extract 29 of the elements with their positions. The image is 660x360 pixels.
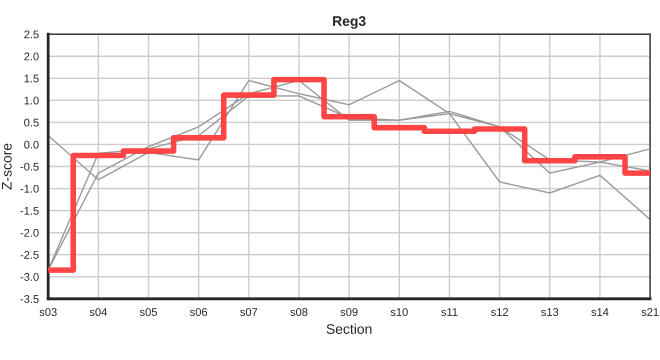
x-tick-label: s21 — [641, 308, 659, 316]
y-tick-label: -2.0 — [20, 228, 39, 237]
y-axis-title: Z-score — [2, 144, 12, 190]
y-tick-label: -3.0 — [20, 273, 39, 281]
x-tick-label: s05 — [140, 308, 157, 316]
x-tick-label: s12 — [490, 308, 508, 316]
y-tick-label: -1.5 — [20, 206, 39, 215]
y-tick-label: -0.5 — [20, 162, 39, 171]
y-tick-label: -3.5 — [20, 295, 39, 303]
chart-title: Reg3 — [333, 16, 366, 29]
y-tick-label: 0.5 — [24, 118, 39, 127]
y-tick-label: -1.0 — [20, 184, 39, 193]
x-tick-label: s07 — [240, 308, 258, 316]
x-tick-label: s14 — [591, 308, 609, 316]
y-tick-label: 0.0 — [24, 140, 39, 149]
x-tick-label: s13 — [541, 308, 558, 316]
x-axis-title: Section — [326, 324, 372, 334]
x-tick-label: s03 — [40, 308, 57, 316]
y-tick-label: 2.0 — [24, 52, 39, 60]
x-tick-label: s10 — [390, 308, 408, 316]
x-tick-label: s06 — [190, 308, 208, 316]
x-tick-label: s04 — [90, 308, 107, 316]
x-tick-label: s11 — [441, 308, 458, 316]
y-tick-label: 1.5 — [24, 74, 39, 82]
y-tick-label: -2.5 — [20, 250, 39, 259]
y-tick-label: 1.0 — [24, 96, 39, 104]
y-tick-label: 2.5 — [24, 30, 39, 38]
x-tick-label: s08 — [290, 308, 308, 316]
x-tick-label: s09 — [340, 308, 358, 316]
